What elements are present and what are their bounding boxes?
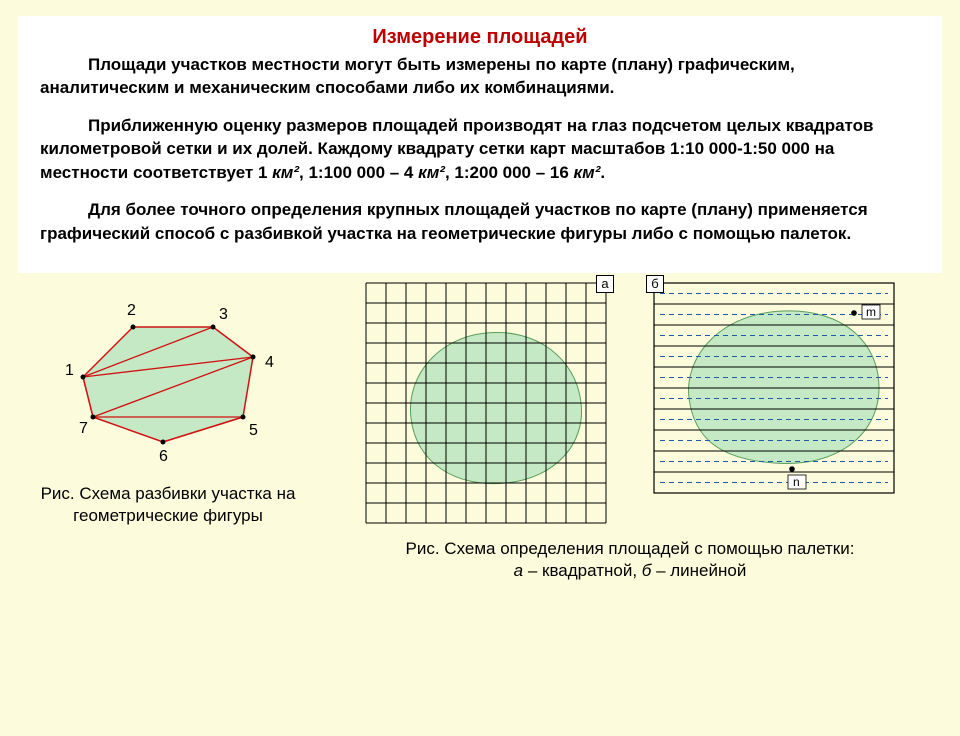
svg-text:1: 1 — [65, 362, 74, 379]
svg-text:2: 2 — [127, 302, 136, 319]
page-title: Измерение площадей — [40, 26, 920, 49]
figure-a: 1 2 3 4 5 6 7 Рис. Схема разбивки участка на г… — [18, 279, 318, 527]
figure-b-caption: Рис. Схема определения площадей с помощь… — [318, 538, 942, 582]
svg-text:3: 3 — [219, 306, 228, 323]
panel-b-wrap: б mn — [650, 279, 898, 502]
fb-cap-t2: – линейной — [651, 561, 746, 580]
text-panel: Измерение площадей Площади участков мест… — [18, 16, 942, 273]
figure-b: а б mn Рис. Схема определения площадей с… — [318, 279, 942, 582]
figure-a-svg: 1 2 3 4 5 6 7 — [43, 297, 293, 472]
svg-text:4: 4 — [265, 354, 274, 371]
p2-unit-2: км² — [418, 163, 445, 182]
p2-unit-3: км² — [574, 163, 601, 182]
linear-palette-svg: mn — [650, 279, 898, 497]
figures-row: 1 2 3 4 5 6 7 Рис. Схема разбивки участка на г… — [0, 279, 960, 582]
svg-text:m: m — [866, 305, 876, 319]
panel-b-label: б — [646, 275, 664, 293]
fb-cap-b: б — [642, 561, 652, 580]
figure-a-caption: Рис. Схема разбивки участка на геометрич… — [18, 483, 318, 527]
fb-cap-t1: – квадратной, — [523, 561, 642, 580]
paragraph-3: Для более точного определения крупных пл… — [40, 198, 920, 245]
paragraph-1: Площади участков местности могут быть из… — [40, 53, 920, 100]
grid-palette-svg — [362, 279, 610, 527]
panel-a-wrap: а — [362, 279, 610, 532]
svg-text:n: n — [793, 475, 800, 489]
fb-cap-line1: Рис. Схема определения площадей с помощь… — [406, 539, 855, 558]
svg-text:5: 5 — [249, 422, 258, 439]
fb-cap-a: а — [514, 561, 523, 580]
panel-a-label: а — [596, 275, 614, 293]
paragraph-2: Приближенную оценку размеров площадей пр… — [40, 114, 920, 184]
svg-text:6: 6 — [159, 448, 168, 465]
p2-unit-1: км² — [272, 163, 299, 182]
p2-text-e: , 1:200 000 – 16 — [445, 163, 574, 182]
p2-text-g: . — [600, 163, 605, 182]
svg-text:7: 7 — [79, 420, 88, 437]
p2-text-c: , 1:100 000 – 4 — [299, 163, 418, 182]
